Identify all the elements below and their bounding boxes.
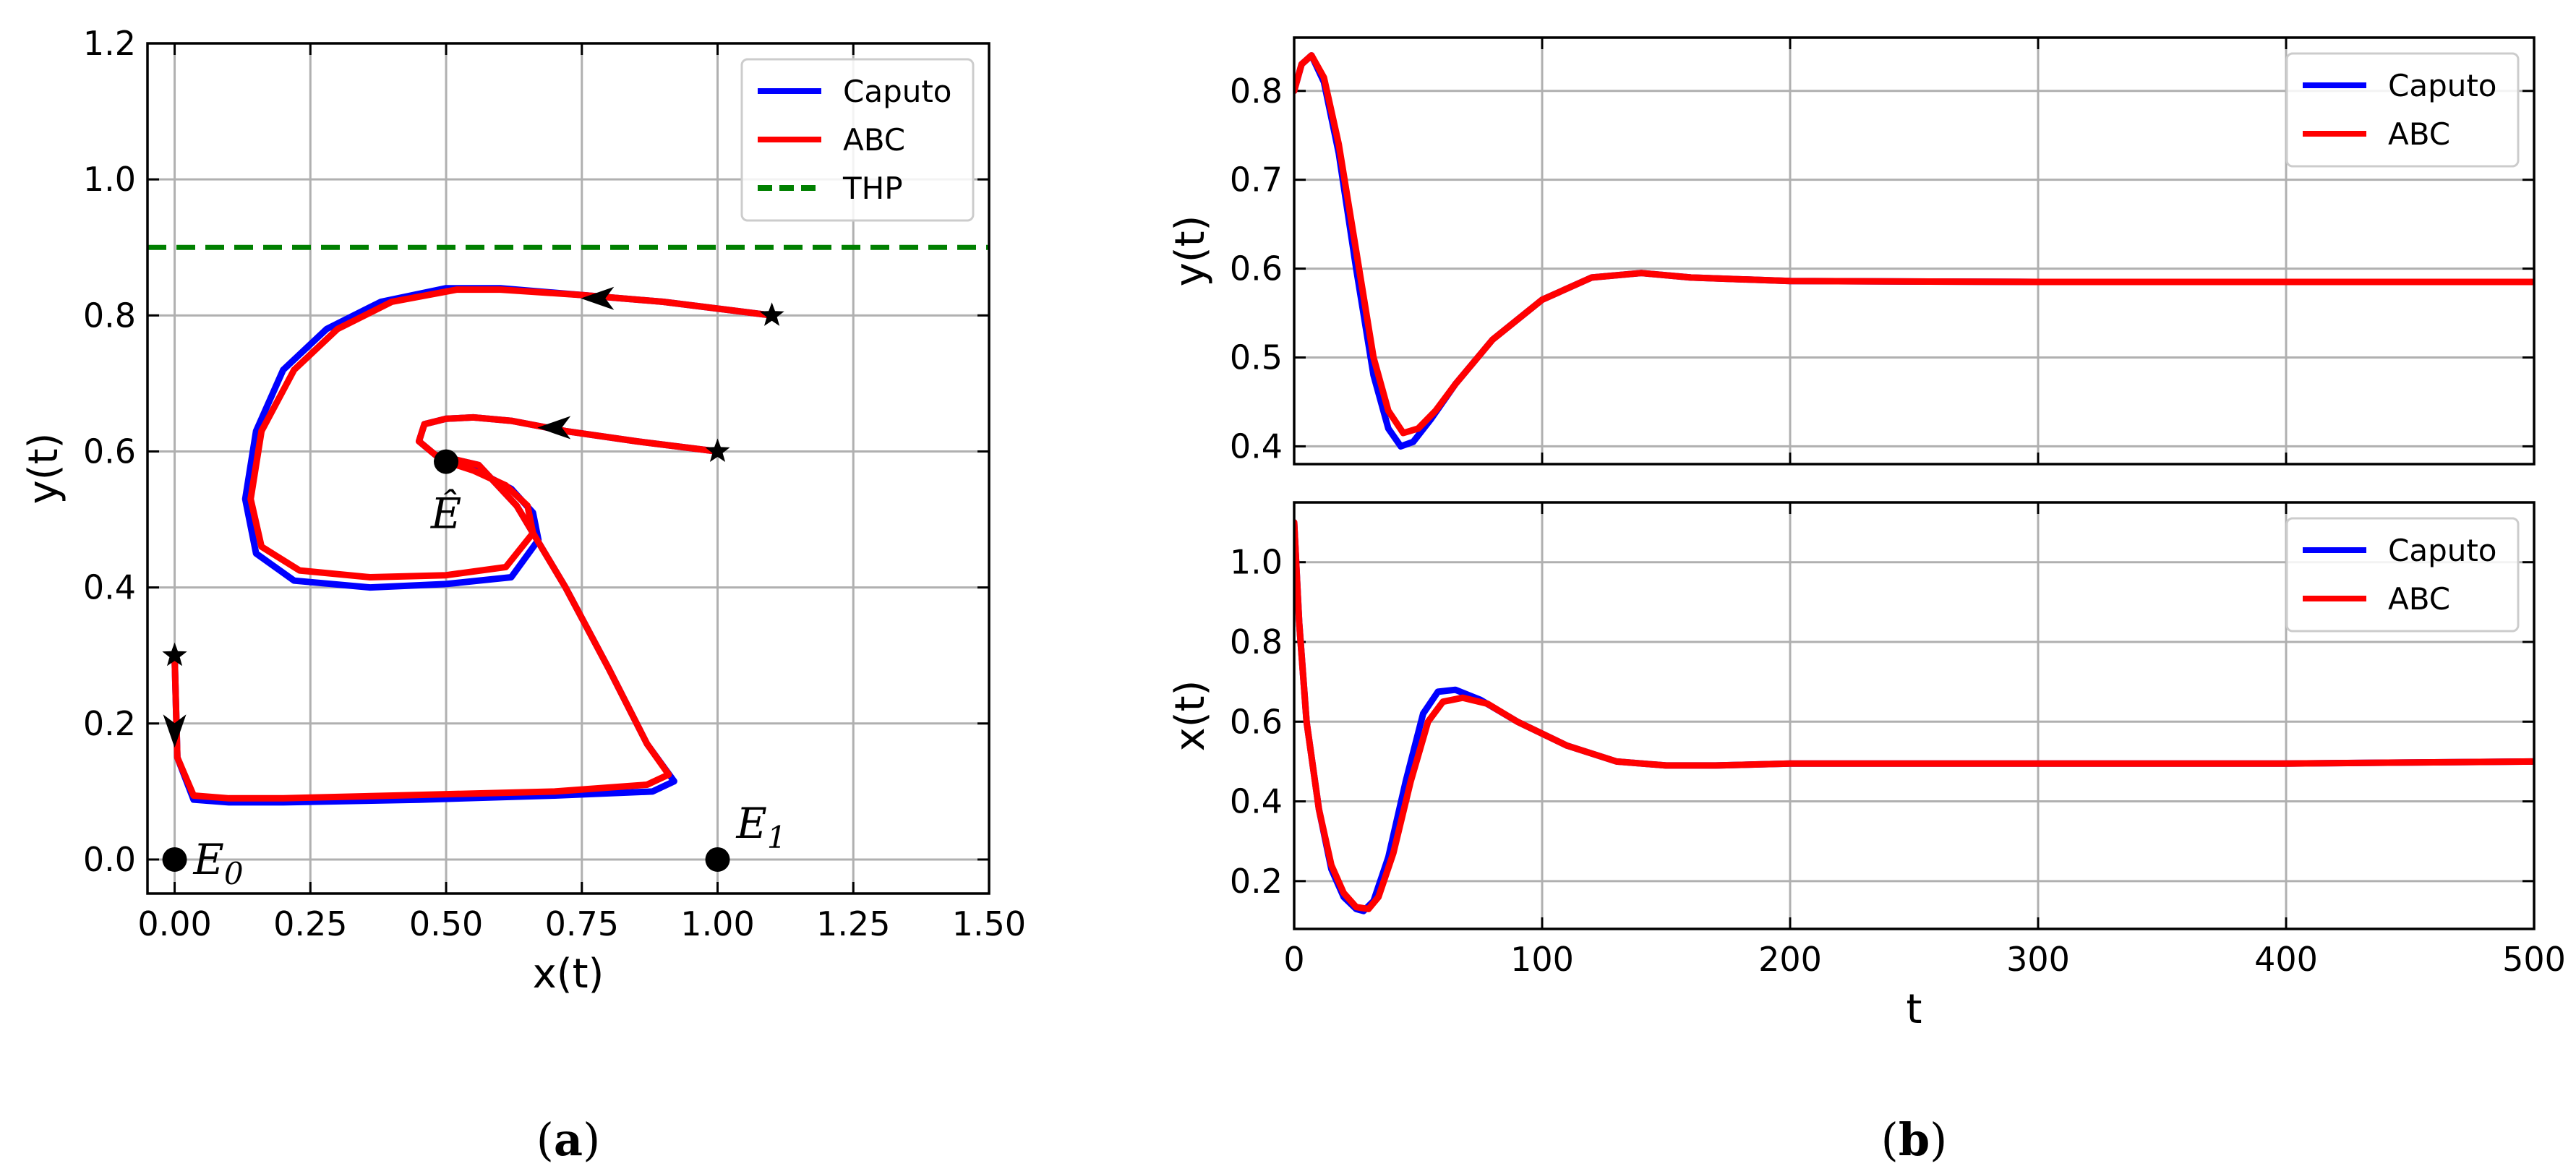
y-tick-label: 0.6: [1230, 249, 1283, 288]
equilibrium-point: [434, 449, 459, 474]
initial-point-star: [705, 438, 730, 462]
direction-arrow: [537, 416, 571, 440]
plot-area: [1294, 52, 2534, 450]
y-axis-label: y(t): [20, 433, 67, 505]
legend-label-abc: ABC: [843, 122, 905, 158]
axes-frame: [1293, 501, 2536, 930]
y-tick-label: 1.2: [83, 24, 136, 63]
plot-area: [147, 244, 989, 806]
legend-label-abc: ABC: [2388, 581, 2450, 617]
series-line-abc: [1294, 519, 2534, 912]
legend-label-thp: THP: [842, 171, 903, 206]
y-tick-label: 0.4: [83, 568, 136, 607]
direction-arrow: [163, 714, 187, 748]
equilibrium-point: [705, 847, 730, 872]
y-tick-label: 0.6: [1230, 702, 1283, 741]
series-line-abc: [1294, 52, 2534, 437]
y-tick-label: 0.2: [83, 704, 136, 743]
equilibrium-label: E0: [193, 835, 244, 891]
legend-label-abc: ABC: [2388, 116, 2450, 152]
series-line-abc: [247, 286, 776, 580]
y-tick-label: 0.8: [1230, 72, 1283, 111]
legend-box: [740, 58, 975, 222]
x-tick-label: 1.00: [680, 904, 754, 943]
y-tick-label: 0.8: [83, 296, 136, 335]
legend-box: [2285, 52, 2520, 168]
legend: Caputo ABC THP: [740, 58, 975, 222]
panel-label: (b): [1881, 1113, 1948, 1166]
series-line-abc: [171, 414, 721, 802]
panel-label-open: (: [1881, 1113, 1899, 1166]
x-tick-label: 300: [2006, 940, 2070, 979]
equilibrium-label: E1: [736, 799, 787, 855]
equilibrium-label-sub: 1: [767, 820, 787, 855]
x-tick-label: 500: [2502, 940, 2566, 979]
plot-area: [1294, 519, 2534, 914]
y-tick-label: 1.0: [1230, 543, 1283, 582]
x-tick-label: 1.25: [816, 904, 890, 943]
legend-label-caputo: Caputo: [2388, 533, 2497, 568]
y-tick-label: 0.4: [1230, 427, 1283, 466]
y-tick-label: 0.8: [1230, 622, 1283, 661]
x-axis-label: t: [1907, 986, 1922, 1033]
series-line-caputo: [241, 285, 776, 591]
panel-label-letter: b: [1899, 1113, 1930, 1166]
panel-label: (a): [536, 1113, 601, 1166]
panel-label-open: (: [536, 1113, 554, 1166]
y-tick-label: 0.5: [1230, 338, 1283, 377]
x-tick-label: 0: [1283, 940, 1304, 979]
x-axis-label: x(t): [533, 951, 604, 998]
legend: Caputo ABC: [2285, 517, 2520, 633]
y-tick-label: 0.4: [1230, 782, 1283, 821]
y-tick-label: 0.6: [83, 432, 136, 471]
panel-label-letter: a: [554, 1113, 583, 1166]
y-tick-label: 0.7: [1230, 160, 1283, 200]
x-tick-label: 0.00: [137, 904, 211, 943]
equilibrium-label: Ê: [430, 489, 461, 539]
axes-frame: [146, 42, 990, 895]
equilibrium-label-main: Ê: [430, 489, 461, 539]
equilibrium-point: [162, 847, 187, 872]
y-axis-label: y(t): [1167, 215, 1214, 287]
x-tick-label: 100: [1510, 940, 1574, 979]
y-axis-label: x(t): [1167, 680, 1214, 752]
legend-label-caputo: Caputo: [2388, 68, 2497, 103]
y-tick-label: 1.0: [83, 160, 136, 199]
x-tick-label: 200: [1758, 940, 1822, 979]
legend-box: [2285, 517, 2520, 633]
panel-b_top: 0.4 0.5 0.6 0.7 0.8 y(t) Caputo ABC: [1167, 36, 2536, 466]
panel-a: 0.00 0.25 0.50 0.75 1.00 1.25 1.500.00.20.40.6…: [20, 24, 1026, 1166]
x-tick-label: 0.75: [545, 904, 619, 943]
x-tick-label: 0.50: [409, 904, 483, 943]
x-tick-label: 1.50: [952, 904, 1026, 943]
equilibrium-label-main: E: [736, 799, 767, 848]
direction-arrow: [581, 286, 615, 310]
y-tick-label: 0.2: [1230, 862, 1283, 901]
initial-point-star: [759, 302, 784, 326]
panel-b_bottom: 0 100 200 300 400 500 0.2 0.4 0.6 0.8 1.0 t x(t) Capu…: [1167, 501, 2566, 1166]
y-tick-label: 0.0: [83, 840, 136, 879]
legend-label-caputo: Caputo: [843, 74, 952, 109]
equilibrium-label-sub: 0: [224, 856, 244, 891]
panel-label-close: ): [583, 1113, 600, 1166]
legend: Caputo ABC: [2285, 52, 2520, 168]
panel-label-close: ): [1930, 1113, 1947, 1166]
axes-frame: [1293, 36, 2536, 466]
equilibrium-label-main: E: [193, 835, 224, 884]
initial-point-star: [162, 642, 187, 667]
x-tick-label: 0.25: [273, 904, 347, 943]
x-tick-label: 400: [2254, 940, 2318, 979]
